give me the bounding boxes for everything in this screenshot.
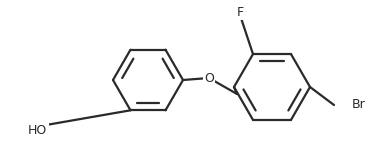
Text: O: O bbox=[204, 71, 214, 85]
Text: F: F bbox=[237, 5, 244, 19]
Text: HO: HO bbox=[28, 123, 47, 136]
Text: Br: Br bbox=[352, 98, 366, 112]
